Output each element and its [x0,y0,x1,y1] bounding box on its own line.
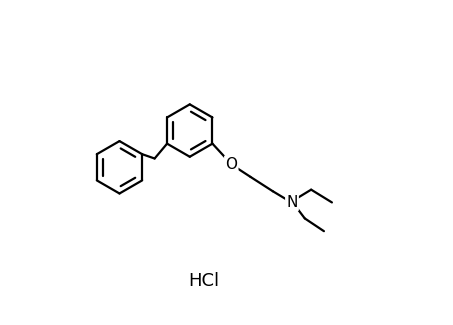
Text: HCl: HCl [188,272,220,290]
Text: O: O [225,157,237,172]
Text: N: N [286,195,298,210]
